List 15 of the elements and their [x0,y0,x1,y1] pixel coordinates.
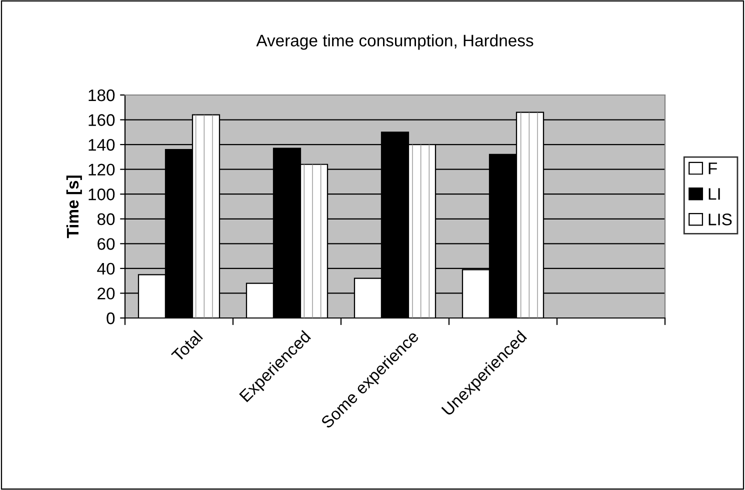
y-tick-label: 80 [97,213,115,226]
y-tick-label: 160 [88,114,115,126]
y-tick-label: 0 [106,312,115,324]
y-axis-title: Time [s] [66,176,82,238]
chart-title: Average time consumption, Hardness [256,34,534,50]
y-tick-label: 20 [98,288,115,300]
y-tick-label: 120 [88,164,115,176]
legend-label: LIS [708,214,732,226]
y-tick-label: 40 [97,262,115,275]
y-tick-label: 140 [88,138,115,151]
legend-label: F [708,162,717,174]
y-tick-label: 100 [88,188,115,200]
y-tick-label: 60 [98,238,115,250]
legend-label: LI [708,188,720,200]
y-tick-label: 180 [88,89,115,102]
